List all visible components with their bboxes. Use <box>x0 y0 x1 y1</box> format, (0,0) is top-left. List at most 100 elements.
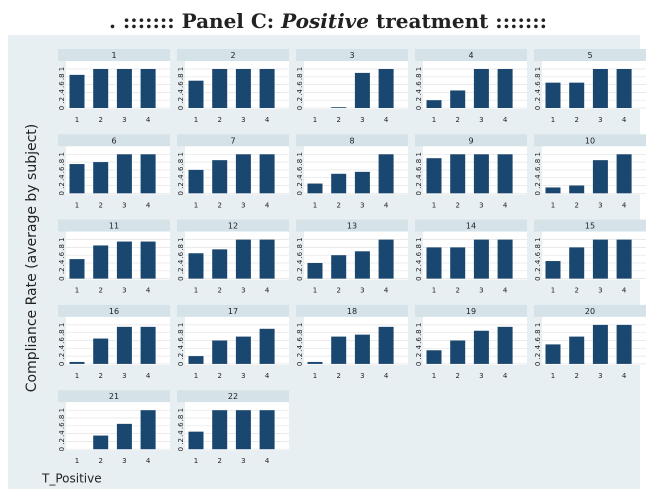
y-tick-label: 0 <box>58 362 66 366</box>
y-tick-label: 0 <box>58 276 66 280</box>
panel-header <box>58 49 170 61</box>
bar <box>592 239 608 279</box>
x-tick-label: 3 <box>598 372 602 380</box>
bar <box>212 340 228 364</box>
y-tick-label: .4 <box>58 430 66 437</box>
y-tick-label: 0 <box>415 362 423 366</box>
panel-header <box>534 134 646 147</box>
x-tick-label: 3 <box>122 287 126 295</box>
x-tick-label: 1 <box>194 457 198 465</box>
y-tick-label: 0 <box>58 447 66 451</box>
y-tick-label: 1 <box>415 67 423 71</box>
bar <box>354 171 370 194</box>
bar <box>235 239 251 279</box>
y-tick-label: .4 <box>296 89 304 96</box>
y-tick-label: .8 <box>534 73 542 80</box>
panel-title: 19 <box>466 307 476 316</box>
x-tick-label: 3 <box>122 201 126 209</box>
y-tick-label: .4 <box>534 259 542 266</box>
panel-header <box>534 49 646 61</box>
y-tick-label: .6 <box>58 166 66 173</box>
y-tick-label: 1 <box>534 152 542 156</box>
bar <box>473 69 489 108</box>
y-tick-label: .6 <box>177 81 185 88</box>
y-tick-label: .8 <box>58 415 66 422</box>
y-tick-label: .8 <box>58 244 66 251</box>
x-tick-label: 4 <box>384 372 389 380</box>
y-tick-label: .4 <box>296 259 304 266</box>
x-tick-label: 1 <box>313 372 317 380</box>
bar <box>569 247 585 279</box>
x-tick-label: 3 <box>122 372 126 380</box>
x-tick-label: 3 <box>122 457 126 465</box>
y-tick-label: .2 <box>534 182 542 189</box>
y-tick-label: .4 <box>534 344 542 351</box>
y-tick-label: 0 <box>177 276 185 280</box>
x-tick-label: 3 <box>241 201 245 209</box>
x-tick-label: 2 <box>336 201 340 209</box>
bar <box>545 344 561 364</box>
bar <box>259 154 275 194</box>
y-tick-label: .6 <box>415 337 423 344</box>
y-tick-label: .4 <box>415 259 423 266</box>
x-tick-label: 3 <box>479 116 483 124</box>
y-tick-label: .8 <box>58 159 66 166</box>
y-tick-label: 1 <box>58 152 66 156</box>
bar <box>188 253 204 279</box>
y-tick-label: .8 <box>534 159 542 166</box>
panel-header <box>415 304 527 317</box>
bar <box>331 255 347 279</box>
y-tick-label: .2 <box>415 353 423 360</box>
x-tick-label: 2 <box>217 457 221 465</box>
y-tick-label: .6 <box>296 337 304 344</box>
bar <box>569 185 585 194</box>
bar <box>592 160 608 194</box>
bar <box>259 69 275 108</box>
x-tick-label: 2 <box>336 116 340 124</box>
x-tick-label: 4 <box>265 116 270 124</box>
panel-header <box>534 304 646 317</box>
y-tick-label: .8 <box>177 415 185 422</box>
y-tick-label: .6 <box>415 251 423 258</box>
bar <box>116 241 132 279</box>
bar <box>307 361 323 364</box>
panel-header <box>58 134 170 147</box>
y-tick-label: .4 <box>177 259 185 266</box>
y-tick-label: .2 <box>58 182 66 189</box>
bar <box>616 154 632 194</box>
panel-header <box>177 219 289 232</box>
bar <box>378 154 394 194</box>
note: T_Positive <box>41 472 102 486</box>
bar <box>116 423 132 450</box>
y-tick-label: .8 <box>415 329 423 336</box>
x-tick-label: 2 <box>574 201 578 209</box>
y-tick-label: 1 <box>58 67 66 71</box>
bar <box>354 334 370 364</box>
y-tick-label: 1 <box>177 323 185 327</box>
bar <box>235 69 251 108</box>
x-tick-label: 3 <box>598 201 602 209</box>
panel-header <box>415 49 527 61</box>
panel-title: 6 <box>111 136 116 145</box>
y-tick-label: 1 <box>177 408 185 412</box>
panel-title: 22 <box>228 392 238 401</box>
bar <box>212 69 228 108</box>
bar <box>140 326 156 364</box>
x-tick-label: 3 <box>479 372 483 380</box>
panel-header <box>296 134 408 147</box>
y-tick-label: 0 <box>415 106 423 110</box>
x-tick-label: 1 <box>551 287 555 295</box>
x-tick-label: 3 <box>360 287 364 295</box>
bar <box>616 239 632 279</box>
x-tick-label: 1 <box>75 457 79 465</box>
bar <box>450 90 466 108</box>
bar <box>426 247 442 279</box>
bar <box>307 183 323 194</box>
panel-header <box>58 219 170 232</box>
panel-header <box>177 49 289 61</box>
y-tick-label: .2 <box>177 353 185 360</box>
x-tick-label: 3 <box>479 201 483 209</box>
y-tick-label: .4 <box>534 89 542 96</box>
panel-title: 3 <box>349 51 354 60</box>
